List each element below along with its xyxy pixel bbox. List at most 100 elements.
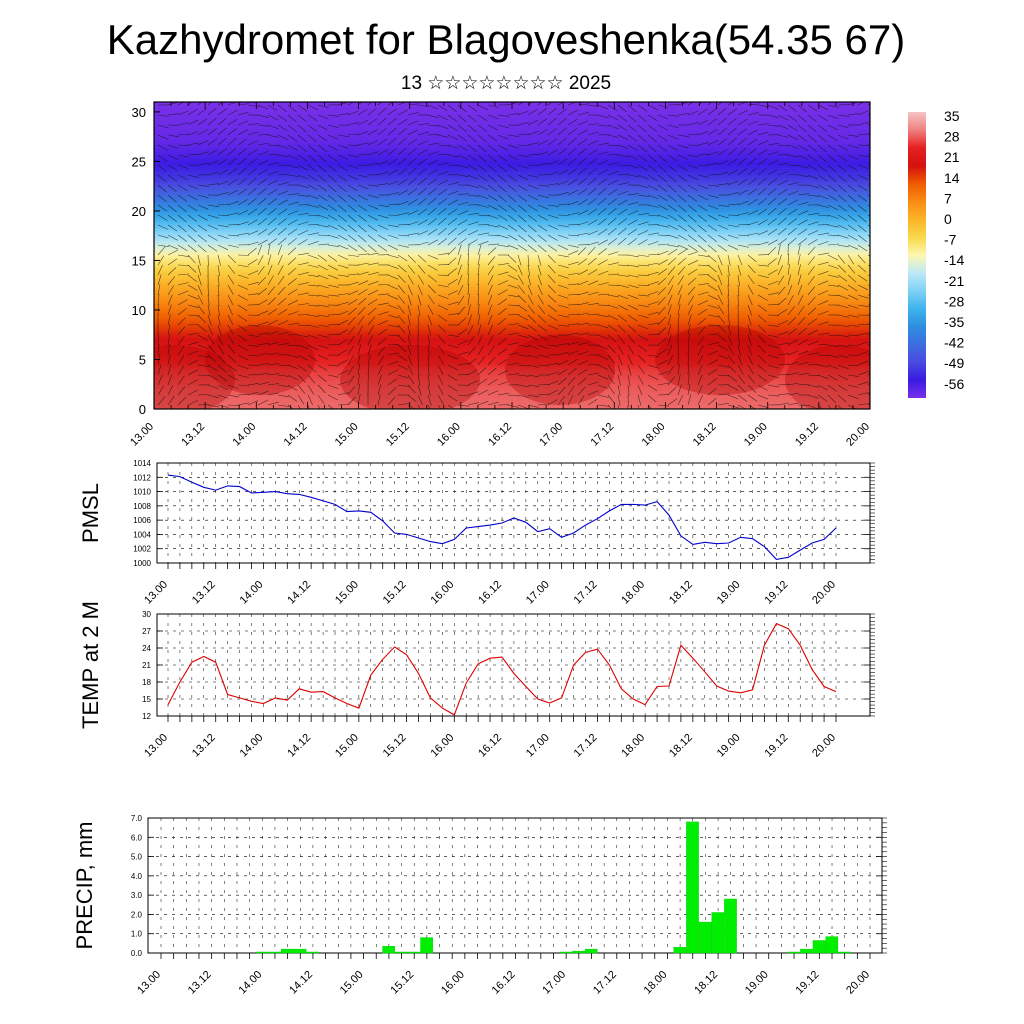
- wind-barb: [167, 164, 178, 171]
- wind-barb: [747, 274, 755, 285]
- wind-barb: [787, 114, 798, 122]
- wind-barb: [217, 344, 225, 355]
- wind-barb: [617, 404, 620, 409]
- wind-barb: [607, 207, 617, 216]
- wind-barb: [267, 308, 278, 316]
- wind-barb: [727, 108, 738, 116]
- wind-barb: [357, 306, 366, 316]
- wind-barb: [817, 354, 830, 356]
- wind-barb: [567, 109, 578, 116]
- precip-x-tick-label: 18.12: [692, 969, 720, 997]
- wind-barb: [307, 334, 319, 339]
- wind-barb: [397, 157, 407, 166]
- wind-barb: [357, 334, 363, 346]
- wind-barb: [597, 282, 609, 286]
- wind-barb: [577, 395, 585, 406]
- wind-barb: [187, 131, 199, 136]
- wind-barb: [857, 244, 868, 252]
- wind-barb: [687, 286, 696, 296]
- wind-barb: [257, 310, 269, 316]
- wind-barb: [847, 174, 858, 182]
- wind-barb: [557, 214, 570, 216]
- wind-barb: [197, 140, 209, 146]
- wind-barb: [367, 316, 376, 326]
- wind-barb: [457, 219, 468, 226]
- wind-barb: [617, 384, 621, 396]
- precip-x-tick-label: 17.00: [540, 969, 568, 997]
- wind-barb: [377, 214, 389, 219]
- wind-barb: [817, 290, 829, 296]
- wind-barb: [607, 134, 619, 138]
- wind-barb: [397, 374, 409, 379]
- wind-barb: [817, 364, 829, 368]
- wind-barb: [577, 360, 589, 366]
- wind-barb: [797, 201, 809, 206]
- wind-barb: [177, 110, 189, 116]
- pmsl-y-tick-label: 1012: [133, 473, 151, 482]
- wind-barb: [487, 164, 497, 173]
- wind-barb: [807, 374, 820, 377]
- wind-barb: [747, 364, 755, 375]
- wind-barb: [637, 404, 640, 409]
- wind-barb: [397, 201, 409, 206]
- precip-x-tick-label: 20.00: [844, 969, 872, 997]
- wind-barb: [817, 114, 828, 121]
- pmsl-y-tick-label: 1002: [133, 545, 151, 554]
- wind-barb: [717, 127, 727, 136]
- wind-barb: [457, 274, 463, 286]
- precip-y-tick-label: 6.0: [131, 833, 143, 842]
- wind-barb: [537, 334, 548, 341]
- wind-barb: [527, 344, 539, 350]
- wind-barb: [537, 364, 549, 367]
- wind-barb: [387, 314, 399, 319]
- wind-barb: [677, 204, 687, 213]
- wind-barb: [737, 118, 748, 126]
- temp2m-x-tick-label: 14.00: [238, 732, 266, 760]
- wind-barb: [477, 324, 482, 336]
- wind-barb: [717, 314, 726, 324]
- temp2m-y-tick-label: 15: [142, 695, 151, 704]
- wind-barb: [357, 142, 369, 146]
- wind-barb: [627, 238, 637, 246]
- wind-barb: [307, 164, 317, 172]
- wind-barb: [697, 354, 703, 366]
- wind-barb: [237, 394, 250, 396]
- heatmap-x-tick-label: 19.12: [793, 421, 821, 449]
- wind-barb: [557, 304, 569, 309]
- wind-barb: [627, 364, 632, 376]
- wind-barb: [617, 124, 628, 132]
- wind-barb: [417, 230, 429, 236]
- wind-barb: [297, 212, 309, 216]
- wind-barb: [267, 392, 279, 396]
- wind-barb: [527, 394, 539, 398]
- wind-barb: [687, 244, 698, 252]
- wind-barb: [347, 299, 358, 306]
- wind-barb: [427, 160, 439, 166]
- heatmap-y-tick-label: 10: [132, 303, 146, 318]
- wind-barb: [517, 374, 529, 377]
- warm-core: [655, 325, 785, 395]
- wind-barb: [667, 334, 672, 346]
- wind-barb: [217, 169, 228, 176]
- wind-barb: [377, 107, 387, 116]
- wind-barb: [727, 394, 739, 400]
- wind-barb: [827, 204, 839, 211]
- wind-barb: [577, 377, 587, 386]
- wind-barb: [257, 197, 267, 206]
- wind-barb: [187, 224, 197, 233]
- wind-barb: [397, 212, 409, 216]
- wind-barb: [847, 164, 858, 171]
- wind-barb: [337, 164, 348, 171]
- wind-barb: [687, 214, 697, 223]
- wind-barb: [317, 254, 328, 262]
- wind-barb: [797, 124, 807, 133]
- wind-barb: [747, 138, 758, 146]
- wind-barb: [627, 304, 639, 311]
- wind-barb: [377, 183, 389, 186]
- wind-barb: [187, 108, 198, 116]
- wind-barb: [157, 144, 168, 151]
- wind-barb: [527, 314, 537, 323]
- wind-barb: [417, 197, 427, 206]
- wind-barb: [637, 364, 645, 374]
- wind-barb: [497, 327, 507, 336]
